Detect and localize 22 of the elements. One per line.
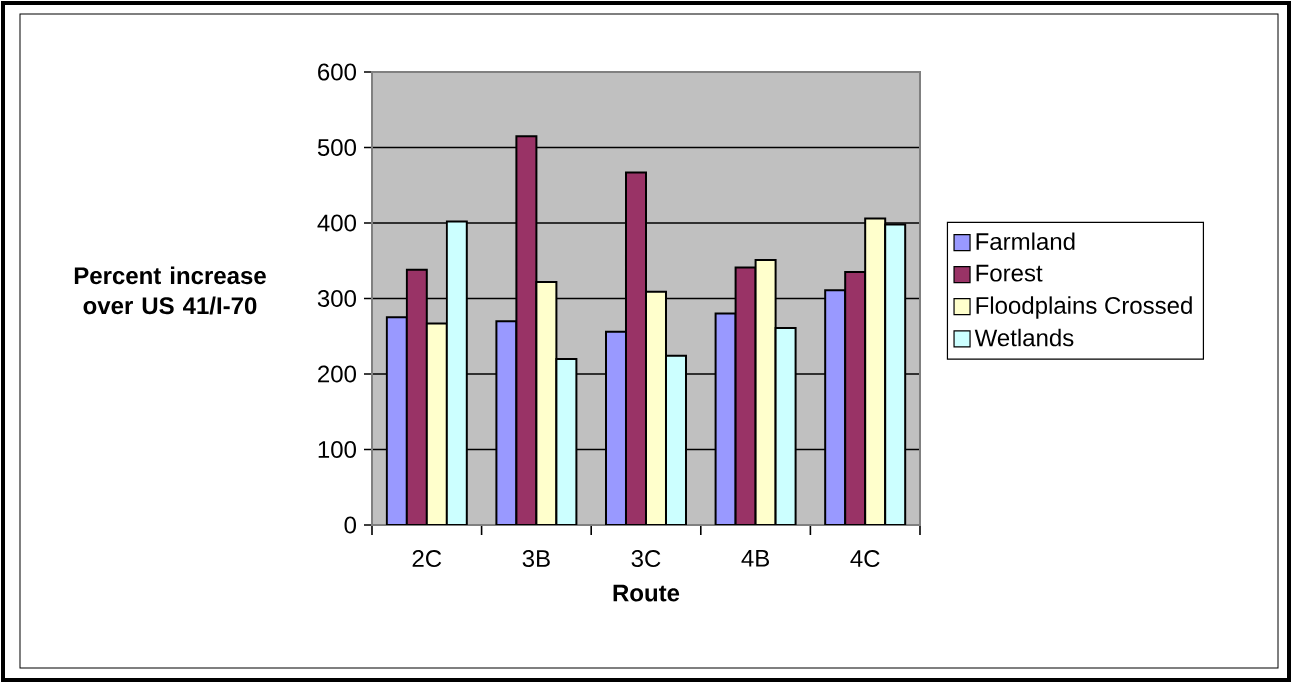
legend-label: Forest <box>976 264 1043 282</box>
x-tick-label: 2C <box>412 550 442 568</box>
bar <box>864 217 887 525</box>
y-tick-label: 500 <box>317 139 356 156</box>
y-tick-label: 600 <box>318 63 356 81</box>
y-axis-title: Percent increase over US 41/I-70 <box>74 266 266 315</box>
x-tick-label: 4C <box>850 550 880 568</box>
legend-label: Wetlands <box>974 328 1074 347</box>
bar <box>515 135 538 525</box>
bar <box>624 171 647 525</box>
x-tick-label: 4B <box>741 550 769 567</box>
y-tick-label: 200 <box>318 365 356 383</box>
x-tick-label: 3C <box>631 550 661 568</box>
x-tick-label: 3B <box>522 550 550 568</box>
legend-label: Farmland <box>976 232 1075 251</box>
y-tick-label: 0 <box>344 516 357 534</box>
bar <box>445 220 468 525</box>
y-tick-label: 400 <box>317 214 356 232</box>
y-tick-label: 300 <box>317 290 356 307</box>
y-tick-label: 100 <box>318 441 356 458</box>
x-axis-title: Route <box>613 584 680 602</box>
legend-label: Floodplains Crossed <box>976 296 1192 319</box>
